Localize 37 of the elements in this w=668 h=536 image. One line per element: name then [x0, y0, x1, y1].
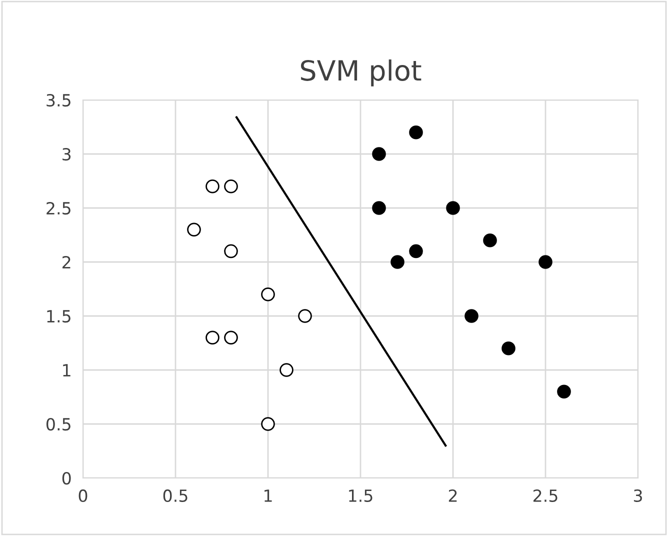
y-tick-label: 3 — [62, 148, 71, 161]
y-tick-label: 2.5 — [46, 202, 70, 215]
point — [538, 255, 552, 269]
point — [261, 287, 275, 302]
point — [464, 309, 478, 323]
point — [409, 125, 423, 140]
point — [187, 222, 201, 237]
point — [372, 201, 386, 215]
point — [483, 233, 497, 248]
point — [446, 201, 460, 215]
point — [557, 384, 571, 399]
point — [224, 179, 238, 194]
y-tick-label: 2 — [62, 256, 70, 268]
y-tick-label: 3.5 — [46, 94, 70, 107]
y-tick-label: 0.5 — [46, 418, 70, 431]
y-tick-label: 1 — [63, 364, 70, 376]
point — [206, 330, 220, 345]
x-tick-label: 0 — [78, 489, 88, 502]
point — [224, 330, 238, 345]
x-tick-label: 1.5 — [349, 490, 372, 502]
x-tick-label: 2 — [448, 489, 457, 502]
x-tick-label: 0.5 — [163, 489, 188, 502]
point — [206, 179, 220, 194]
point — [298, 309, 312, 323]
point — [390, 255, 404, 269]
x-tick-label: 2.5 — [533, 489, 558, 502]
y-tick-label: 1.5 — [47, 310, 70, 323]
chart-title: SVM plot — [300, 59, 422, 86]
point — [409, 244, 423, 258]
point — [224, 244, 238, 258]
point — [502, 341, 516, 356]
y-tick-label: 0 — [62, 472, 71, 485]
point — [261, 417, 275, 431]
point — [372, 147, 386, 161]
point — [280, 363, 294, 377]
x-tick-label: 3 — [634, 489, 642, 502]
x-tick-label: 1 — [264, 490, 272, 502]
